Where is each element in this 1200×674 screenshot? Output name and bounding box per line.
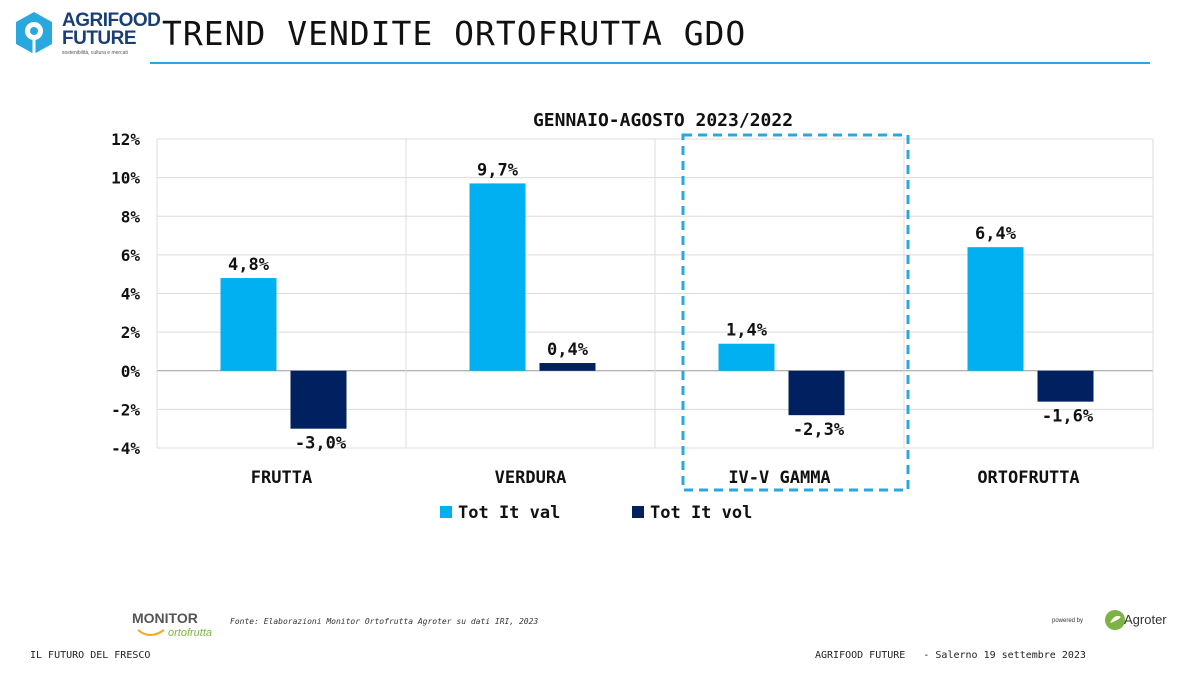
x-category-label: FRUTTA xyxy=(251,468,312,488)
logo-line2: FUTURE xyxy=(62,28,137,49)
bar-val xyxy=(718,343,775,371)
bar-vol xyxy=(539,363,596,371)
legend-label: Tot It vol xyxy=(650,503,752,523)
logo-line1: AGRIFOOD xyxy=(62,10,161,31)
logo-tagline: sostenibilità, cultura e mercati xyxy=(62,50,128,56)
data-label: 1,4% xyxy=(726,321,768,341)
monitor-logo-line1: MONITOR xyxy=(132,610,198,626)
y-tick-label: -4% xyxy=(111,439,140,458)
data-label: 9,7% xyxy=(477,160,519,180)
bar-val xyxy=(967,247,1024,371)
bar-vol xyxy=(290,370,347,429)
legend-swatch xyxy=(632,506,644,518)
x-category-label: ORTOFRUTTA xyxy=(977,468,1079,488)
y-tick-label: 10% xyxy=(111,169,140,188)
highlight-box xyxy=(681,133,910,492)
data-label: 0,4% xyxy=(547,340,589,360)
powered-by-label: powered by xyxy=(1052,618,1084,624)
y-tick-label: 0% xyxy=(121,362,141,381)
x-category-label: IV-V GAMMA xyxy=(728,468,830,488)
data-label: -3,0% xyxy=(295,434,347,454)
chart-title: GENNAIO-AGOSTO 2023/2022 xyxy=(533,110,793,131)
monitor-logo-line2: ortofrutta xyxy=(168,627,212,639)
agrifood-future-logo: AGRIFOOD FUTURE sostenibilità, cultura e… xyxy=(12,10,162,66)
data-label: 4,8% xyxy=(228,255,270,275)
y-tick-label: 4% xyxy=(121,285,141,304)
bar-chart: GENNAIO-AGOSTO 2023/2022 -4% -2% 0% 2% 4% 6% 8%… xyxy=(111,110,1154,523)
legend-swatch xyxy=(440,506,452,518)
footer-left-text: IL FUTURO DEL FRESCO xyxy=(30,650,151,661)
title-divider xyxy=(150,62,1150,64)
agroter-logo xyxy=(1104,608,1194,632)
y-tick-label: 6% xyxy=(121,246,141,265)
y-tick-label: 8% xyxy=(121,207,141,226)
footer-right-text: AGRIFOOD FUTURE - Salerno 19 settembre 2… xyxy=(815,650,1086,661)
bar-val xyxy=(469,183,526,371)
data-label: 6,4% xyxy=(975,224,1017,244)
bar-val xyxy=(220,278,277,371)
legend-label: Tot It val xyxy=(458,503,560,523)
data-label: -1,6% xyxy=(1042,407,1094,427)
agroter-name: Agroter xyxy=(1124,612,1167,627)
data-label: -2,3% xyxy=(793,420,845,440)
y-tick-label: -2% xyxy=(111,400,140,419)
monitor-ortofrutta-logo: MONITOR ortofrutta xyxy=(130,608,226,640)
page-title: TREND VENDITE ORTOFRUTTA GDO xyxy=(162,14,747,53)
bar-vol xyxy=(1037,370,1094,402)
y-tick-label: 2% xyxy=(121,323,141,342)
bar-vol xyxy=(788,370,845,416)
location-pin-icon xyxy=(16,12,52,54)
leaf-icon xyxy=(1105,610,1125,630)
source-note: Fonte: Elaborazioni Monitor Ortofrutta A… xyxy=(230,617,539,626)
y-tick-label: 12% xyxy=(111,130,140,149)
x-category-label: VERDURA xyxy=(495,468,567,488)
